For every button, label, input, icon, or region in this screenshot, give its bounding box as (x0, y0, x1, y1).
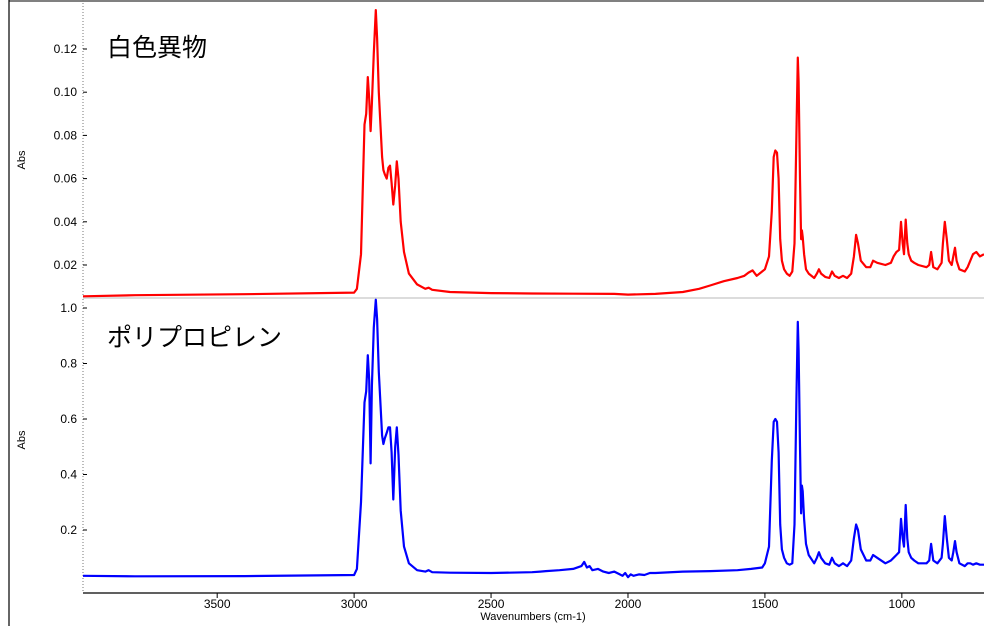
top-panel-y-ticks: 0.02 0.04 0.06 0.08 0.10 0.12 (54, 42, 87, 272)
x-tick-label: 3000 (341, 597, 368, 611)
top-panel-title: 白色異物 (107, 33, 207, 62)
y-tick-label: 0.12 (54, 42, 78, 56)
y-tick-label: 0.06 (54, 172, 78, 186)
y-tick-label: 0.04 (54, 215, 78, 229)
bottom-y-axis-label: Abs (16, 430, 28, 449)
y-tick-label: 0.02 (54, 258, 78, 272)
bottom-panel-y-ticks: 0.2 0.4 0.6 0.8 1.0 (60, 301, 87, 537)
x-axis-label: Wavenumbers (cm-1) (480, 611, 585, 623)
y-tick-label: 0.4 (60, 468, 77, 482)
y-tick-label: 0.8 (60, 357, 77, 371)
x-tick-label: 3500 (204, 597, 231, 611)
x-tick-label: 2000 (615, 597, 642, 611)
top-spectrum-line (82, 9, 984, 298)
y-tick-label: 0.08 (54, 128, 78, 142)
y-tick-label: 0.10 (54, 85, 78, 99)
x-axis-ticks: 3500 3000 2500 2000 1500 1000 (204, 593, 916, 611)
y-tick-label: 1.0 (60, 301, 77, 315)
top-y-axis-label: Abs (16, 150, 28, 169)
y-tick-label: 0.2 (60, 523, 77, 537)
x-tick-label: 2500 (478, 597, 505, 611)
bottom-panel-title: ポリプロピレン (107, 323, 282, 352)
y-tick-label: 0.6 (60, 412, 77, 426)
x-tick-label: 1000 (888, 597, 915, 611)
x-tick-label: 1500 (752, 597, 779, 611)
bottom-spectrum-line (82, 298, 984, 579)
